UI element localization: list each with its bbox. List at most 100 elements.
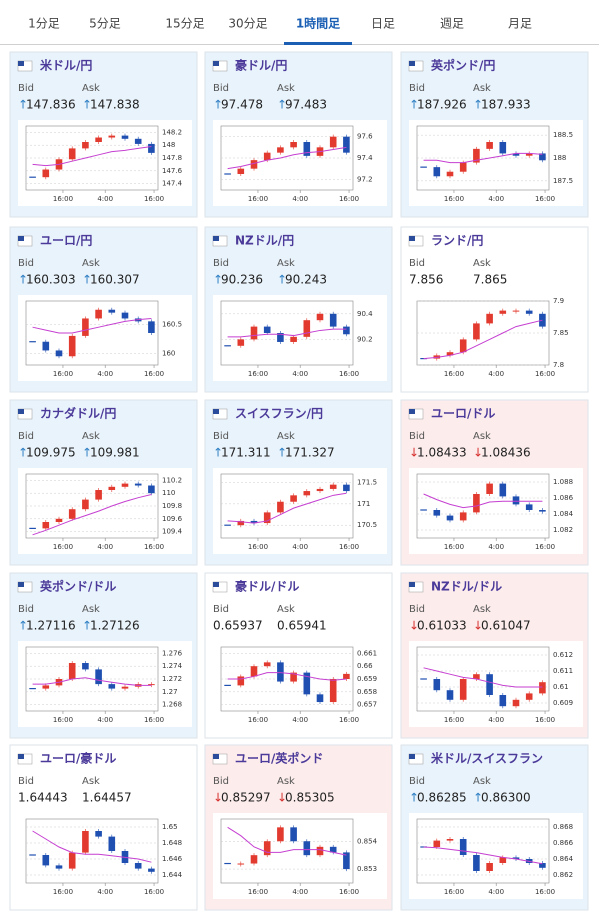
x-tick-label: 16:00 (535, 888, 555, 896)
ask-trend: ↑ (277, 98, 287, 112)
tab[interactable]: 週足 (440, 17, 464, 31)
candle-body (108, 684, 116, 689)
candle-body (316, 846, 324, 856)
x-tick-label: 4:00 (488, 543, 504, 551)
ask-trend: ↑ (82, 446, 92, 460)
tab[interactable]: 月足 (508, 17, 532, 31)
y-tick-label: 1.082 (553, 526, 573, 534)
candle-body (55, 518, 63, 522)
bid-value: 171.311 (221, 446, 271, 460)
x-tick-label: 16:00 (248, 195, 268, 203)
candle-body (459, 679, 467, 700)
candle-body (525, 504, 533, 510)
x-tick-label: 16:00 (535, 716, 555, 724)
tab[interactable]: 1分足 (28, 17, 60, 31)
pair-name: スイスフラン/円 (235, 407, 323, 421)
x-tick-label: 4:00 (97, 888, 113, 896)
candle-body (134, 483, 142, 486)
bid-value: 1.64443 (18, 791, 68, 805)
tab[interactable]: 1時間足 (296, 16, 340, 31)
y-tick-label: 1.274 (162, 662, 183, 670)
candle-body (446, 515, 454, 521)
tab[interactable]: 5分足 (89, 17, 121, 31)
x-tick-label: 16:00 (535, 195, 555, 203)
flag-canton (18, 61, 24, 66)
candle-body (95, 669, 102, 685)
bid-trend: ↓ (409, 619, 419, 633)
y-tick-label: 160 (162, 349, 175, 357)
candle-body (473, 494, 480, 513)
ask-trend: ↑ (473, 791, 483, 805)
ask-trend: ↑ (473, 98, 483, 112)
candle-body (343, 852, 350, 870)
x-tick-label: 16:00 (444, 888, 464, 896)
chart-box (18, 295, 192, 381)
tab[interactable]: 30分足 (228, 17, 267, 31)
bid-trend: ↓ (213, 791, 223, 805)
candle-body (290, 827, 297, 842)
candle-body (512, 857, 520, 859)
moving-average (227, 672, 347, 681)
tab[interactable]: 15分足 (165, 17, 204, 31)
candle-body (42, 855, 50, 866)
candle-body (290, 142, 297, 148)
y-tick-label: 188 (553, 154, 566, 162)
candle-body (329, 846, 337, 853)
y-tick-label: 0.659 (357, 675, 377, 683)
ask-value: 171.327 (285, 446, 335, 460)
candle-body (237, 676, 245, 686)
x-tick-label: 16:00 (248, 370, 268, 378)
candle-body (55, 350, 63, 357)
candle-body (499, 695, 507, 707)
tab[interactable]: 日足 (371, 17, 395, 31)
ask-label: Ask (82, 83, 100, 94)
candle-body (263, 152, 271, 161)
bid-label: Bid (213, 258, 229, 269)
candle-body (108, 135, 116, 138)
rate-panel[interactable]: ユーロ/豪ドル Bid Ask 1.64443 1.64457 1.644 1.646 1.6… (9, 744, 198, 911)
bid-label: Bid (409, 604, 425, 615)
candle-body (446, 839, 454, 841)
bid-value: 97.478 (221, 98, 263, 112)
moving-average (227, 328, 347, 338)
x-tick-label: 4:00 (488, 370, 504, 378)
rate-panel[interactable]: 豪ドル/ドル Bid Ask 0.65937 0.65941 0.657 0.658 0.65… (204, 572, 393, 739)
candle-body (277, 501, 284, 513)
candle-body (121, 135, 129, 139)
bid-label: Bid (18, 83, 34, 94)
x-tick-label: 16:00 (535, 370, 555, 378)
candle-body (277, 827, 284, 842)
plot-frame (416, 473, 550, 539)
candle-body (250, 855, 258, 864)
candle-body (459, 839, 467, 855)
rate-panel[interactable]: ランド/円 Bid Ask 7.856 7.865 7.8 7.85 7.9 16:00 4:00… (400, 226, 589, 393)
candle-body (329, 136, 337, 148)
bid-value: 7.856 (409, 273, 443, 287)
ask-value: 1.64457 (82, 791, 132, 805)
y-tick-label: 109.4 (162, 528, 183, 536)
candle-body (263, 512, 271, 524)
candle-body (303, 320, 311, 337)
candle-body (525, 310, 533, 314)
candle-body (82, 142, 89, 149)
ask-label: Ask (473, 604, 491, 615)
x-tick-label: 4:00 (97, 370, 113, 378)
y-tick-label: 0.854 (357, 837, 378, 845)
flag-canton (409, 236, 415, 241)
candle-body (512, 310, 520, 312)
ask-label: Ask (277, 776, 295, 787)
y-tick-label: 110 (162, 489, 175, 497)
y-tick-label: 0.612 (553, 651, 573, 659)
